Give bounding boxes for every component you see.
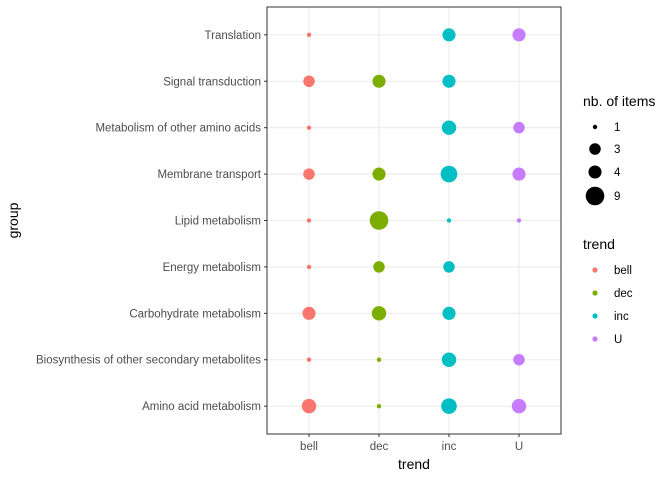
data-point	[442, 306, 456, 320]
size-legend-title: nb. of items	[583, 93, 655, 109]
color-legend-key	[592, 267, 598, 273]
color-legend-label: bell	[614, 265, 632, 277]
x-tick-label: dec	[370, 441, 389, 453]
data-point	[511, 398, 527, 414]
size-legend-key	[589, 143, 601, 155]
data-point	[512, 167, 526, 181]
data-point	[512, 28, 526, 42]
y-tick-label: Biosynthesis of other secondary metaboli…	[36, 355, 261, 367]
y-tick-label: Signal transduction	[163, 76, 261, 88]
y-tick-label: Membrane transport	[157, 169, 261, 181]
data-point	[372, 74, 386, 88]
data-point	[306, 357, 312, 362]
data-point	[442, 28, 456, 42]
data-point	[376, 403, 382, 409]
data-point	[306, 32, 312, 38]
color-legend-label: dec	[614, 288, 633, 300]
y-tick-label: Metabolism of other amino acids	[95, 123, 261, 135]
data-point	[301, 398, 317, 414]
data-point	[516, 218, 522, 223]
y-axis-ticks: Amino acid metabolism Biosynthesis of oth…	[36, 30, 267, 413]
y-axis-title: group	[5, 202, 21, 238]
color-legend-label: inc	[614, 311, 629, 323]
size-legend-label: 3	[614, 144, 620, 156]
data-point	[371, 306, 387, 321]
color-legend: trend bell dec inc U	[583, 236, 633, 346]
y-tick-label: Carbohydrate metabolism	[129, 308, 261, 320]
data-point	[303, 75, 315, 88]
data-point	[442, 74, 456, 88]
size-legend-key	[585, 186, 605, 206]
size-legend-label: 1	[614, 122, 620, 134]
data-point	[440, 165, 458, 183]
x-axis-ticks: bell dec inc U	[300, 434, 523, 453]
size-legend-key	[588, 165, 602, 179]
x-axis-title: trend	[398, 456, 430, 472]
size-legend: nb. of items 1 3 4 9	[583, 93, 655, 206]
data-point	[441, 352, 457, 367]
size-legend-label: 4	[614, 167, 621, 179]
data-point	[306, 218, 312, 223]
color-legend-key	[592, 290, 598, 296]
data-point	[441, 120, 457, 135]
data-point	[372, 167, 386, 181]
y-tick-label: Lipid metabolism	[175, 216, 261, 228]
size-legend-key	[592, 124, 598, 130]
data-points	[301, 28, 527, 414]
y-tick-label: Translation	[205, 30, 261, 42]
data-point	[303, 168, 315, 180]
y-tick-label: Amino acid metabolism	[142, 401, 261, 413]
data-point	[302, 306, 316, 320]
y-tick-label: Energy metabolism	[163, 262, 261, 274]
data-point	[513, 353, 525, 366]
size-legend-label: 9	[614, 191, 620, 203]
x-tick-label: U	[515, 441, 523, 453]
data-point	[373, 261, 385, 273]
data-point	[306, 125, 312, 130]
data-point	[376, 357, 382, 362]
data-point	[513, 121, 525, 134]
color-legend-title: trend	[583, 236, 615, 252]
data-point	[443, 261, 455, 273]
x-tick-label: bell	[300, 441, 318, 453]
color-legend-label: U	[614, 334, 622, 346]
color-legend-key	[592, 336, 598, 342]
data-point	[446, 218, 452, 223]
data-point	[306, 264, 312, 270]
data-point	[441, 398, 457, 414]
data-point	[369, 211, 389, 230]
x-tick-label: inc	[442, 441, 457, 453]
color-legend-key	[592, 313, 598, 319]
